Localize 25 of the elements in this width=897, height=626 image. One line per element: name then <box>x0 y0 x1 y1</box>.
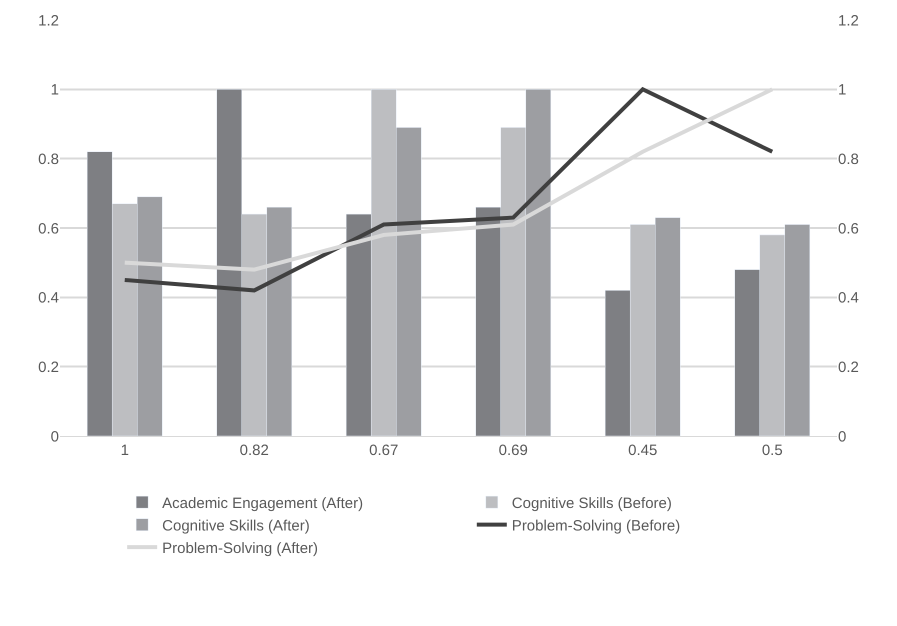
x-tick-label: 1 <box>120 442 129 459</box>
y-tick-label: 0.2 <box>38 358 59 376</box>
legend-label: Cognitive Skills (Before) <box>512 495 672 512</box>
x-tick-label: 0.45 <box>628 442 658 459</box>
y-tick-label: 1.2 <box>38 12 59 30</box>
y2-tick-label: 0.4 <box>838 290 859 307</box>
y-tick-label: 0.8 <box>38 150 59 168</box>
y-tick-label: 1 <box>50 82 59 99</box>
y2-tick-label: 1 <box>838 82 846 99</box>
y2-tick-label: 0.6 <box>838 220 859 238</box>
y2-tick-label: 0.2 <box>838 358 859 376</box>
legend-label: Problem-Solving (Before) <box>512 518 680 535</box>
y2-tick-label: 0 <box>838 428 846 446</box>
legend-label: Problem-Solving (After) <box>162 540 318 558</box>
x-tick-label: 0.69 <box>498 442 528 459</box>
y-tick-label: 0.4 <box>38 290 59 307</box>
legend-label: Cognitive Skills (After) <box>162 518 310 535</box>
x-tick-label: 0.67 <box>369 442 398 459</box>
y2-tick-label: 0.8 <box>838 150 859 168</box>
y2-tick-label: 1.2 <box>838 12 859 30</box>
x-tick-label: 0.5 <box>762 442 783 459</box>
x-tick-label: 0.82 <box>240 442 269 459</box>
y-tick-label: 0 <box>50 428 59 446</box>
legend-label: Academic Engagement (After) <box>162 495 364 512</box>
y-tick-label: 0.6 <box>38 220 59 238</box>
